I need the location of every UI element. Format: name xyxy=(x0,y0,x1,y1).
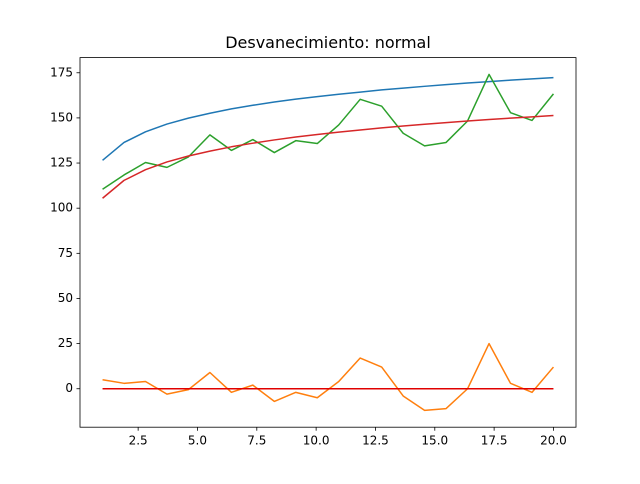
y-tick-label: 0 xyxy=(65,381,73,395)
line-series xyxy=(102,342,555,412)
y-tick-label: 175 xyxy=(50,65,73,79)
x-tick-label: 7.5 xyxy=(247,434,266,448)
plot-frame xyxy=(79,57,577,428)
x-tick-label: 17.5 xyxy=(481,434,508,448)
line-series xyxy=(102,73,555,190)
y-tick-label: 125 xyxy=(50,156,73,170)
x-tick-label: 10.0 xyxy=(303,434,330,448)
line-series xyxy=(102,114,554,199)
x-tick-label: 20.0 xyxy=(540,434,567,448)
x-tick-label: 12.5 xyxy=(362,434,389,448)
chart-title: Desvanecimiento: normal xyxy=(225,33,431,52)
x-tick-label: 2.5 xyxy=(129,434,148,448)
y-tick-label: 25 xyxy=(58,336,73,350)
x-tick-label: 5.0 xyxy=(188,434,207,448)
line-series xyxy=(102,76,554,161)
y-tick-label: 150 xyxy=(50,110,73,124)
x-tick-label: 15.0 xyxy=(421,434,448,448)
y-tick-label: 100 xyxy=(50,201,73,215)
y-tick-label: 75 xyxy=(58,246,73,260)
y-tick-label: 50 xyxy=(58,291,73,305)
